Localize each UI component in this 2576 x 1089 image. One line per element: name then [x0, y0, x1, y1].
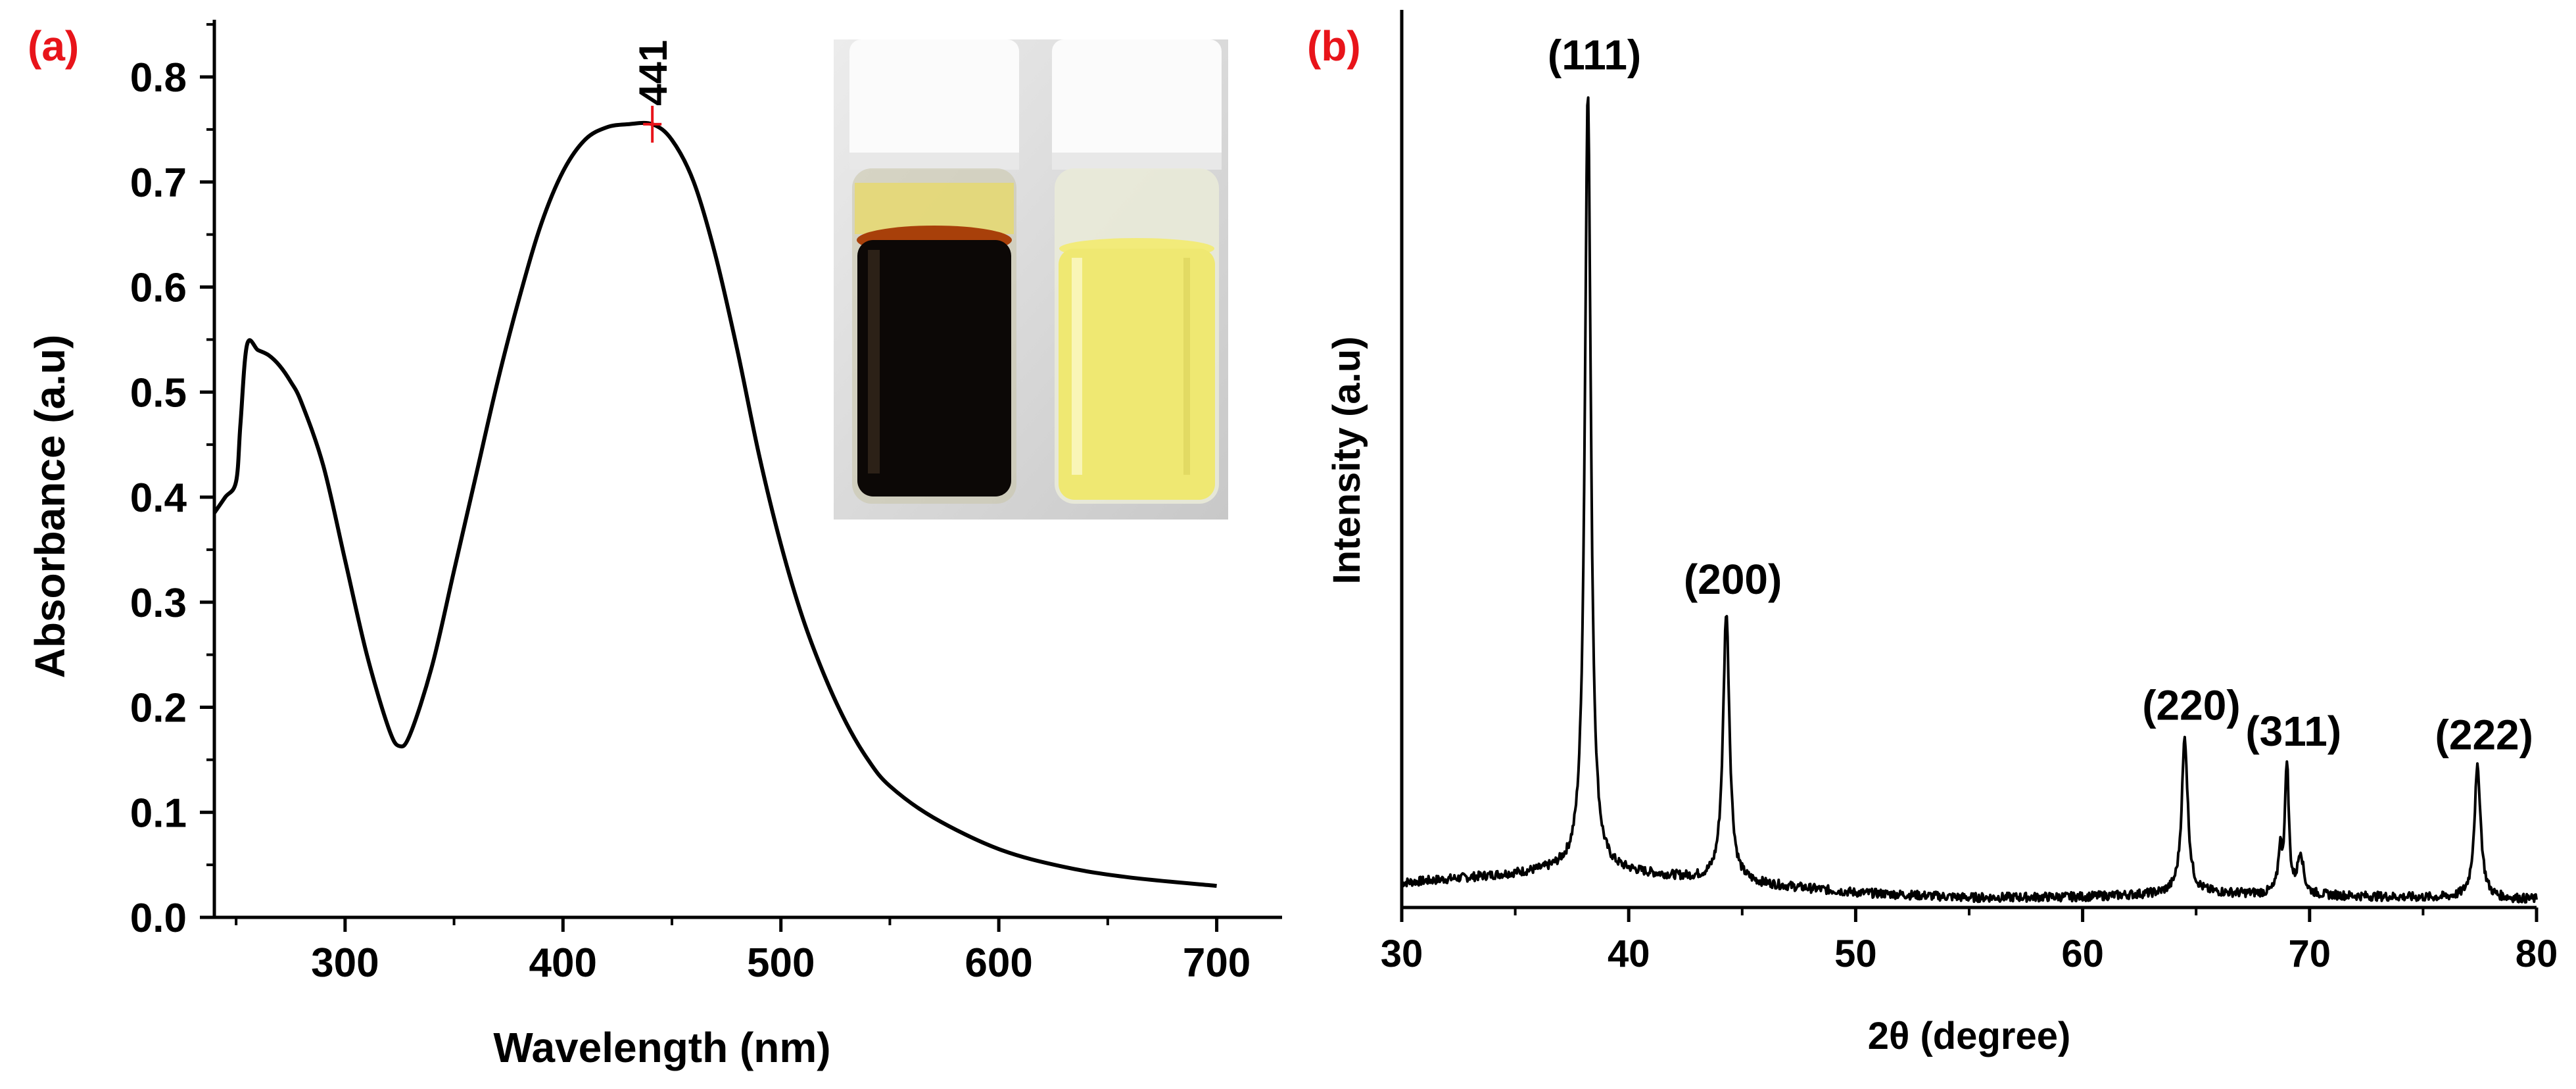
y-tick-label-a: 0.3	[130, 581, 187, 626]
x-tick-label-b: 30	[1381, 932, 1423, 975]
peak-label-311: (311)	[2245, 708, 2341, 755]
dark-vial-cap	[849, 39, 1019, 164]
y-tick-label-a: 0.5	[130, 370, 187, 416]
peak-label-200: (200)	[1684, 556, 1782, 603]
ticks-a: 300 400 500 600 700 0.0 0.1 0.2 0.3 0.4 0.5 0.6 0.7 0…	[130, 23, 1251, 986]
y-tick-label-a: 0.1	[130, 790, 187, 836]
x-tick-label-a: 300	[311, 940, 379, 986]
inset-vials-photo	[834, 39, 1228, 520]
y-axis-title-a: Absorbance (a.u)	[26, 335, 74, 679]
y-tick-label-a: 0.2	[130, 686, 187, 731]
x-tick-label-a: 400	[529, 940, 597, 986]
curve-b	[1400, 96, 2538, 904]
y-tick-label-a: 0.4	[130, 475, 187, 521]
x-tick-label-a: 700	[1183, 940, 1251, 986]
x-tick-label-b: 50	[1834, 932, 1877, 975]
y-tick-label-a: 0.8	[130, 55, 187, 101]
panel-b: (b) 30 40 50 60 70 80 (111) (200) (220)(311) (22…	[1307, 10, 2558, 1057]
x-tick-label-b: 40	[1608, 932, 1650, 975]
peak-label-222: (222)	[2435, 712, 2533, 759]
xrd-line	[1400, 96, 2538, 904]
peak-label: 441	[631, 40, 675, 106]
peak-label-111: (111)	[1548, 31, 1641, 78]
yellow-vial-cap	[1052, 39, 1222, 164]
panel-b-label: (b)	[1307, 22, 1361, 70]
x-tick-label-a: 600	[965, 940, 1032, 986]
peak-label-220: (220)	[2142, 681, 2240, 729]
x-tick-label-b: 60	[2061, 932, 2104, 975]
y-tick-label-a: 0.0	[130, 896, 187, 941]
x-axis-title-a: Wavelength (nm)	[493, 1024, 830, 1071]
panel-a-label: (a)	[28, 22, 79, 70]
y-tick-label-a: 0.6	[130, 266, 187, 311]
y-tick-label-a: 0.7	[130, 160, 187, 206]
axes-b	[1400, 10, 2537, 909]
curve-a	[212, 120, 1217, 888]
x-tick-label-a: 500	[747, 940, 815, 986]
y-axis-title-b: Intensity (a.u)	[1325, 336, 1368, 584]
absorbance-line	[212, 120, 1217, 888]
x-tick-label-b: 70	[2289, 932, 2331, 975]
peak-labels-b: (111) (200) (220)(311) (222)	[1548, 31, 2533, 758]
axes-a	[212, 20, 1282, 919]
x-tick-label-b: 80	[2516, 932, 2558, 975]
x-axis-title-b: 2θ (degree)	[1868, 1015, 2071, 1057]
ticks-b: 30 40 50 60 70 80	[1381, 908, 2558, 975]
peak-annotation-a: 441	[631, 40, 675, 143]
